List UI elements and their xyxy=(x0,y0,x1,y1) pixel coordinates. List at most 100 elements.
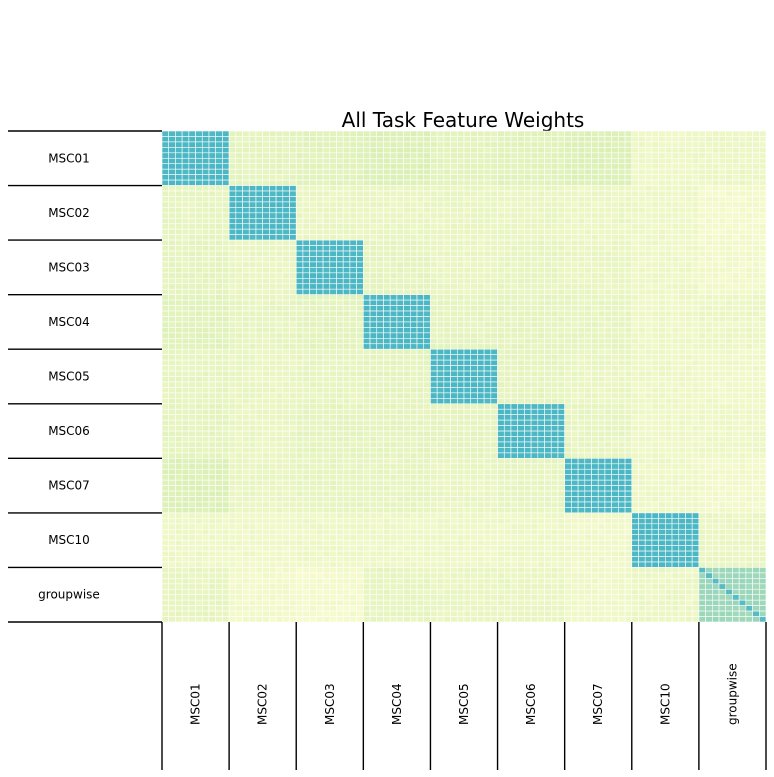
heatmap-cell xyxy=(517,256,525,263)
heatmap-cell xyxy=(564,387,572,394)
heatmap-cell xyxy=(524,168,532,175)
heatmap-cell xyxy=(336,239,344,246)
heatmap-cell xyxy=(168,228,176,235)
heatmap-cell xyxy=(316,441,324,448)
heatmap-cell xyxy=(269,228,277,235)
heatmap-cell xyxy=(685,343,693,350)
heatmap-cell xyxy=(168,343,176,350)
heatmap-cell xyxy=(591,256,599,263)
heatmap-cell xyxy=(456,223,465,230)
heatmap-cell xyxy=(470,408,478,415)
heatmap-cell xyxy=(269,283,277,290)
heatmap-cell xyxy=(255,152,263,159)
heatmap-cell xyxy=(342,338,351,345)
heatmap-cell xyxy=(463,408,472,415)
heatmap-cell xyxy=(242,392,250,399)
heatmap-cell xyxy=(356,168,364,175)
heatmap-cell xyxy=(450,201,458,208)
heatmap-cell xyxy=(235,370,243,377)
heatmap-cell xyxy=(255,157,263,165)
heatmap-cell xyxy=(168,370,176,377)
heatmap-cell xyxy=(430,277,438,285)
heatmap-cell xyxy=(222,239,230,246)
heatmap-cell xyxy=(550,288,559,295)
heatmap-cell xyxy=(752,272,760,279)
heatmap-cell xyxy=(215,348,223,355)
heatmap-cell xyxy=(752,228,760,235)
heatmap-cell xyxy=(416,398,425,405)
heatmap-cell xyxy=(631,261,639,268)
heatmap-cell xyxy=(597,294,606,301)
heatmap-cell xyxy=(752,310,760,317)
heatmap-cell xyxy=(705,321,713,328)
heatmap-cell xyxy=(336,234,344,241)
heatmap-cell xyxy=(161,316,170,323)
heatmap-cell xyxy=(188,157,196,165)
heatmap-cell xyxy=(752,376,760,383)
heatmap-cell xyxy=(309,152,317,159)
heatmap-cell xyxy=(571,234,579,241)
heatmap-cell xyxy=(363,190,371,197)
heatmap-cell xyxy=(577,168,586,175)
heatmap-cell xyxy=(188,299,196,306)
heatmap-cell xyxy=(410,250,418,257)
heatmap-cell xyxy=(483,157,492,165)
heatmap-cell xyxy=(618,157,626,165)
heatmap-cell xyxy=(215,414,223,421)
heatmap-cell xyxy=(242,147,250,154)
heatmap-cell xyxy=(483,381,492,388)
heatmap-cell xyxy=(376,239,384,246)
heatmap-cell xyxy=(510,365,518,372)
heatmap-cell xyxy=(624,348,633,355)
heatmap-cell xyxy=(436,267,445,274)
heatmap-cell xyxy=(752,338,760,345)
heatmap-cell xyxy=(269,212,277,219)
heatmap-cell xyxy=(725,387,733,394)
heatmap-cell xyxy=(248,234,257,241)
heatmap-cell xyxy=(389,147,398,154)
heatmap-cell xyxy=(201,174,210,181)
heatmap-cell xyxy=(638,338,646,345)
heatmap-cell xyxy=(638,376,646,383)
heatmap-cell xyxy=(363,141,371,148)
heatmap-cell xyxy=(732,250,740,257)
heatmap-cell xyxy=(436,168,445,175)
heatmap-cell xyxy=(161,441,170,448)
heatmap-cell xyxy=(658,343,666,350)
heatmap-cell xyxy=(463,163,472,170)
heatmap-cell xyxy=(443,414,451,421)
heatmap-cell xyxy=(389,370,398,377)
heatmap-cell xyxy=(678,299,686,306)
heatmap-cell xyxy=(322,212,331,219)
heatmap-cell xyxy=(208,441,216,448)
heatmap-cell xyxy=(255,419,263,426)
heatmap-cell xyxy=(611,168,619,175)
heatmap-cell xyxy=(269,217,277,225)
heatmap-cell xyxy=(685,310,693,317)
heatmap-cell xyxy=(436,152,445,159)
heatmap-cell xyxy=(302,392,310,399)
heatmap-cell xyxy=(752,381,760,388)
heatmap-cell xyxy=(275,239,284,246)
heatmap-cell xyxy=(631,196,639,203)
heatmap-cell xyxy=(269,452,277,459)
heatmap-cell xyxy=(363,294,371,301)
heatmap-cell xyxy=(685,147,693,154)
heatmap-cell xyxy=(517,190,525,197)
heatmap-cell xyxy=(349,217,357,225)
heatmap-cell xyxy=(436,179,445,186)
heatmap-cell xyxy=(423,261,431,268)
heatmap-cell xyxy=(712,305,720,312)
heatmap-block-MSC05-MSC02 xyxy=(228,348,297,405)
heatmap-cell xyxy=(228,261,237,268)
heatmap-cell xyxy=(336,441,344,448)
heatmap-cell xyxy=(470,261,478,268)
heatmap-cell xyxy=(248,305,257,312)
heatmap-cell xyxy=(631,234,639,241)
heatmap-cell xyxy=(208,408,216,415)
heatmap-cell xyxy=(195,359,203,366)
heatmap-cell xyxy=(383,354,391,361)
heatmap-cell xyxy=(550,299,559,306)
heatmap-cell xyxy=(342,130,351,137)
heatmap-cell xyxy=(181,376,190,383)
